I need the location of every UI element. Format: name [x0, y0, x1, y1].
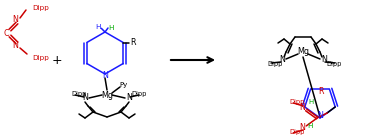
Text: Dipp: Dipp — [32, 55, 49, 61]
Text: R: R — [318, 87, 323, 95]
Text: N: N — [12, 15, 18, 25]
Text: Dipp: Dipp — [71, 91, 87, 97]
Text: R: R — [130, 38, 136, 47]
Text: Py: Py — [120, 82, 128, 88]
Text: H: H — [95, 24, 101, 30]
Text: Dipp: Dipp — [326, 61, 341, 67]
Text: Dipp: Dipp — [267, 61, 282, 67]
Text: H: H — [108, 25, 114, 31]
Text: N: N — [321, 55, 327, 64]
Text: C: C — [3, 29, 9, 38]
Text: Mg: Mg — [101, 91, 113, 99]
Text: N: N — [12, 42, 18, 51]
Text: Mg: Mg — [297, 47, 309, 56]
Text: Dipp: Dipp — [289, 99, 305, 105]
Text: +: + — [52, 54, 62, 67]
Text: N: N — [279, 55, 285, 64]
Text: N: N — [317, 111, 323, 120]
Text: H: H — [308, 99, 314, 105]
Text: N: N — [299, 124, 305, 132]
Text: Dipp: Dipp — [289, 129, 305, 135]
Text: H: H — [307, 123, 313, 129]
Text: Dipp: Dipp — [131, 91, 146, 97]
Text: N: N — [126, 94, 132, 103]
Text: N: N — [82, 94, 88, 103]
Text: Dipp: Dipp — [32, 5, 49, 11]
Text: N: N — [299, 104, 305, 112]
Text: N: N — [102, 71, 108, 79]
